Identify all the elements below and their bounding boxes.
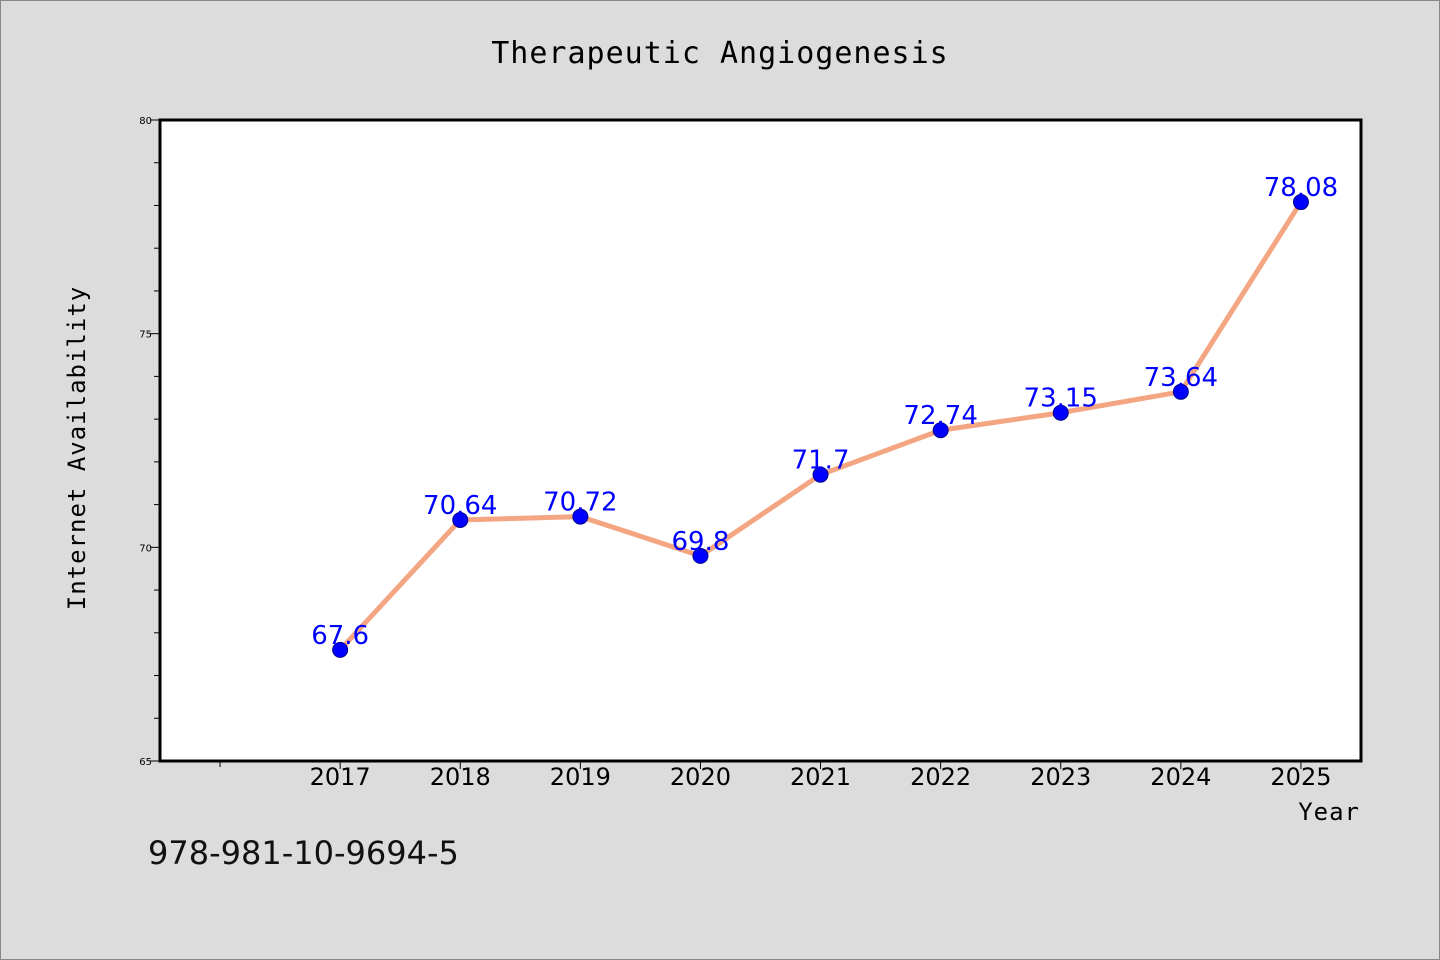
y-axis-label: Internet Availability bbox=[63, 286, 91, 610]
series-layer bbox=[332, 194, 1309, 658]
x-tick-label: 2024 bbox=[1150, 763, 1211, 791]
data-label: 69.8 bbox=[672, 527, 730, 557]
y-tick-label: 80 bbox=[139, 116, 152, 127]
data-point bbox=[1292, 194, 1309, 211]
data-label: 78.08 bbox=[1264, 173, 1338, 203]
data-label: 73.64 bbox=[1144, 363, 1218, 393]
y-tick-label: 70 bbox=[139, 543, 152, 554]
data-label: 71.7 bbox=[792, 446, 850, 476]
data-label: 67.6 bbox=[311, 621, 369, 651]
y-axis: 65 70 75 80 bbox=[139, 116, 160, 768]
data-point bbox=[932, 422, 949, 439]
x-tick-label: 2019 bbox=[550, 763, 611, 791]
x-tick-label: 2022 bbox=[910, 763, 971, 791]
data-point bbox=[572, 508, 589, 525]
x-tick-label: 2018 bbox=[430, 763, 491, 791]
y-tick-label: 75 bbox=[139, 330, 152, 341]
data-point bbox=[812, 466, 829, 483]
x-tick-label: 2021 bbox=[790, 763, 851, 791]
data-point bbox=[692, 547, 709, 564]
data-point bbox=[452, 511, 469, 528]
x-tick-label: 2017 bbox=[310, 763, 371, 791]
data-label: 70.64 bbox=[423, 491, 497, 521]
chart-title: Therapeutic Angiogenesis bbox=[491, 36, 948, 71]
x-tick-label: 2025 bbox=[1270, 763, 1331, 791]
data-label: 70.72 bbox=[543, 488, 617, 518]
x-tick-label: 2023 bbox=[1030, 763, 1091, 791]
data-label: 72.74 bbox=[903, 401, 977, 431]
data-point bbox=[1172, 383, 1189, 400]
data-point bbox=[332, 641, 349, 658]
data-labels: 67.6 70.64 70.72 69.8 71.7 72.74 73.15 73.64 78.… bbox=[311, 173, 1338, 651]
data-label: 73.15 bbox=[1024, 384, 1098, 414]
footer-isbn: 978-981-10-9694-5 bbox=[148, 834, 459, 872]
x-axis: 2017 2018 2019 2020 2021 2022 2023 2024 2025 bbox=[219, 761, 1331, 791]
plot-area bbox=[158, 118, 1363, 763]
y-tick-label: 65 bbox=[139, 757, 152, 768]
x-axis-label: Year bbox=[1298, 798, 1360, 826]
x-tick-label: 2020 bbox=[670, 763, 731, 791]
data-point bbox=[1052, 404, 1069, 421]
